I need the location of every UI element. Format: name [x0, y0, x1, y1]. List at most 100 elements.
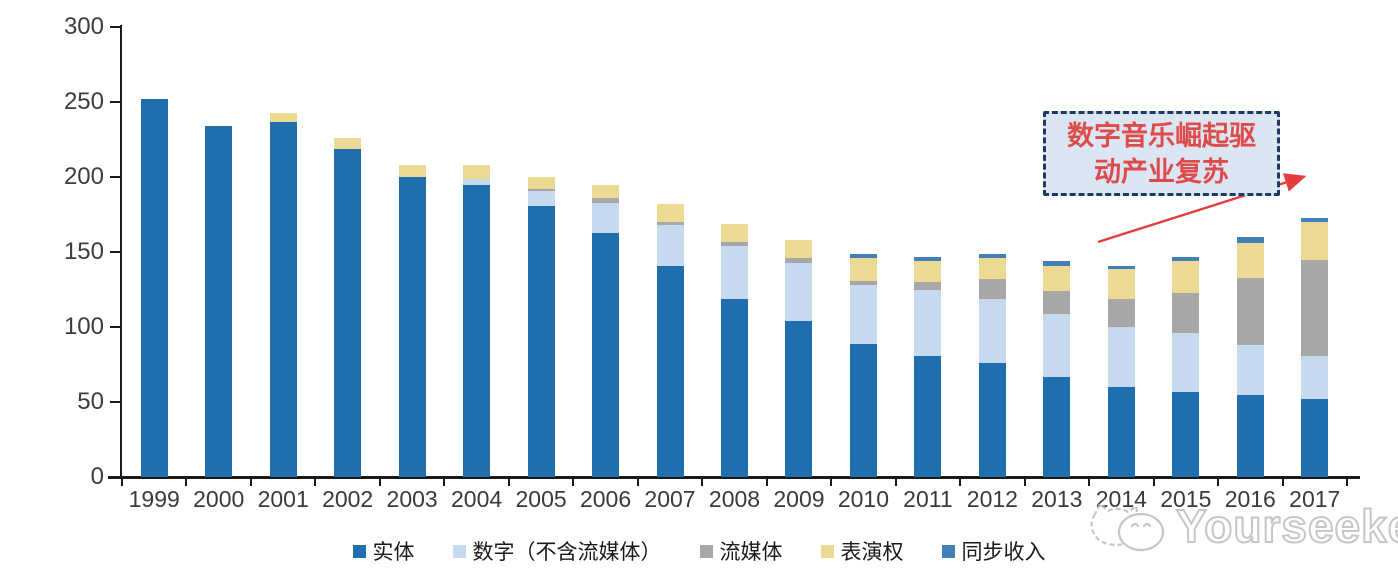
annotation-callout: 数字音乐崛起驱 动产业复苏 [1043, 111, 1280, 196]
legend-swatch-icon [452, 544, 466, 558]
x-tick-label: 2015 [1160, 486, 1212, 512]
x-axis-tick [378, 479, 381, 486]
x-axis-tick [701, 479, 704, 486]
x-axis-tick [249, 479, 252, 486]
bar-segment-2017 [1301, 259, 1329, 356]
bar-segment-2009 [785, 262, 813, 321]
x-axis-tick [443, 479, 446, 486]
bar-segment-2017 [1301, 217, 1329, 222]
bar-segment-2005 [527, 205, 555, 477]
x-axis-tick [185, 479, 188, 486]
y-axis-tick [110, 26, 120, 28]
bar-segment-2009 [785, 240, 813, 258]
bar-segment-2013 [1043, 291, 1071, 314]
bar-segment-2008 [721, 298, 748, 477]
bar-segment-2016 [1236, 394, 1264, 477]
y-axis-tick [110, 176, 120, 178]
bar-segment-2007 [656, 225, 684, 266]
cat-logo-icon [1090, 502, 1165, 552]
x-axis-tick [1152, 479, 1155, 486]
legend-label: 同步收入 [961, 540, 1046, 564]
x-axis-tick [1281, 479, 1284, 486]
y-axis [120, 25, 122, 478]
bar-segment-2004 [463, 178, 491, 185]
bar-segment-2008 [721, 246, 748, 299]
bar-segment-2012 [978, 258, 1006, 279]
bar-segment-2011 [914, 355, 942, 477]
x-tick-label: 2007 [644, 486, 696, 512]
x-axis-tick [1088, 479, 1091, 486]
bar-segment-2015 [1172, 333, 1200, 392]
x-tick-label: 2001 [257, 486, 309, 512]
bar-segment-2011 [914, 282, 942, 290]
legend-item: 表演权 [820, 536, 904, 566]
bar-segment-2007 [656, 265, 684, 477]
x-axis-tick [765, 479, 768, 486]
bar-segment-2001 [269, 112, 297, 122]
x-tick-label: 2016 [1224, 486, 1276, 512]
bar-segment-2013 [1043, 376, 1071, 477]
watermark: Yourseeker [1088, 498, 1398, 554]
bar-segment-2008 [721, 241, 748, 246]
bar-segment-2014 [1107, 268, 1135, 299]
x-axis-tick [1346, 479, 1348, 486]
bar-segment-2005 [527, 177, 555, 189]
y-tick-label: 100 [63, 313, 104, 340]
legend-swatch-icon [352, 544, 366, 558]
x-axis-tick [507, 479, 510, 486]
x-tick-label: 2012 [966, 486, 1018, 512]
legend-item: 同步收入 [941, 536, 1046, 566]
x-tick-label: 2005 [515, 486, 567, 512]
x-tick-label: 2000 [193, 486, 245, 512]
annotation-line2: 动产业复苏 [1094, 156, 1229, 187]
bar-segment-2014 [1107, 327, 1135, 387]
bar-segment-2005 [527, 190, 555, 206]
bar-segment-2014 [1107, 298, 1135, 327]
bar-segment-2012 [978, 363, 1006, 477]
x-axis-tick [121, 479, 123, 486]
x-tick-label: 2010 [837, 486, 890, 512]
bar-segment-2017 [1301, 222, 1329, 260]
bar-segment-2011 [914, 256, 942, 261]
x-axis-tick [894, 479, 897, 486]
bar-segment-2012 [978, 279, 1006, 299]
x-tick-label: 2002 [322, 486, 374, 512]
y-axis-tick [110, 326, 120, 328]
bar-segment-2017 [1301, 355, 1329, 399]
bar-segment-1999 [140, 99, 168, 477]
x-axis [108, 476, 1360, 479]
bar-segment-2006 [592, 202, 620, 233]
y-tick-label: 150 [63, 238, 104, 265]
bar-segment-2015 [1172, 256, 1200, 261]
bar-segment-2013 [1043, 313, 1071, 377]
x-tick-label: 2004 [451, 486, 503, 512]
bar-segment-2014 [1107, 265, 1135, 269]
x-tick-label: 2008 [708, 486, 761, 512]
legend-label: 表演权 [840, 540, 904, 564]
x-tick-label: 2009 [773, 486, 825, 512]
y-tick-label: 0 [90, 463, 104, 490]
bar-segment-2007 [656, 204, 684, 222]
x-axis-tick [314, 479, 317, 486]
bar-segment-2006 [592, 198, 620, 203]
bar-segment-2009 [785, 321, 813, 477]
bar-segment-2003 [398, 165, 426, 177]
bar-segment-2015 [1172, 261, 1200, 293]
bar-segment-2000 [205, 126, 233, 477]
bar-segment-2006 [592, 184, 620, 198]
y-tick-label: 300 [63, 13, 104, 40]
bar-segment-2016 [1236, 243, 1264, 278]
bar-segment-2013 [1043, 261, 1071, 266]
x-axis-tick [636, 479, 639, 486]
x-axis-tick [830, 479, 833, 486]
x-axis-tick [1217, 479, 1220, 486]
bar-segment-2016 [1236, 345, 1264, 395]
bar-segment-2011 [914, 261, 942, 282]
bar-segment-2006 [592, 232, 620, 477]
bar-segment-2003 [398, 177, 426, 477]
bar-segment-2001 [269, 121, 297, 477]
bar-segment-2012 [978, 298, 1006, 363]
legend-swatch-icon [699, 544, 713, 558]
